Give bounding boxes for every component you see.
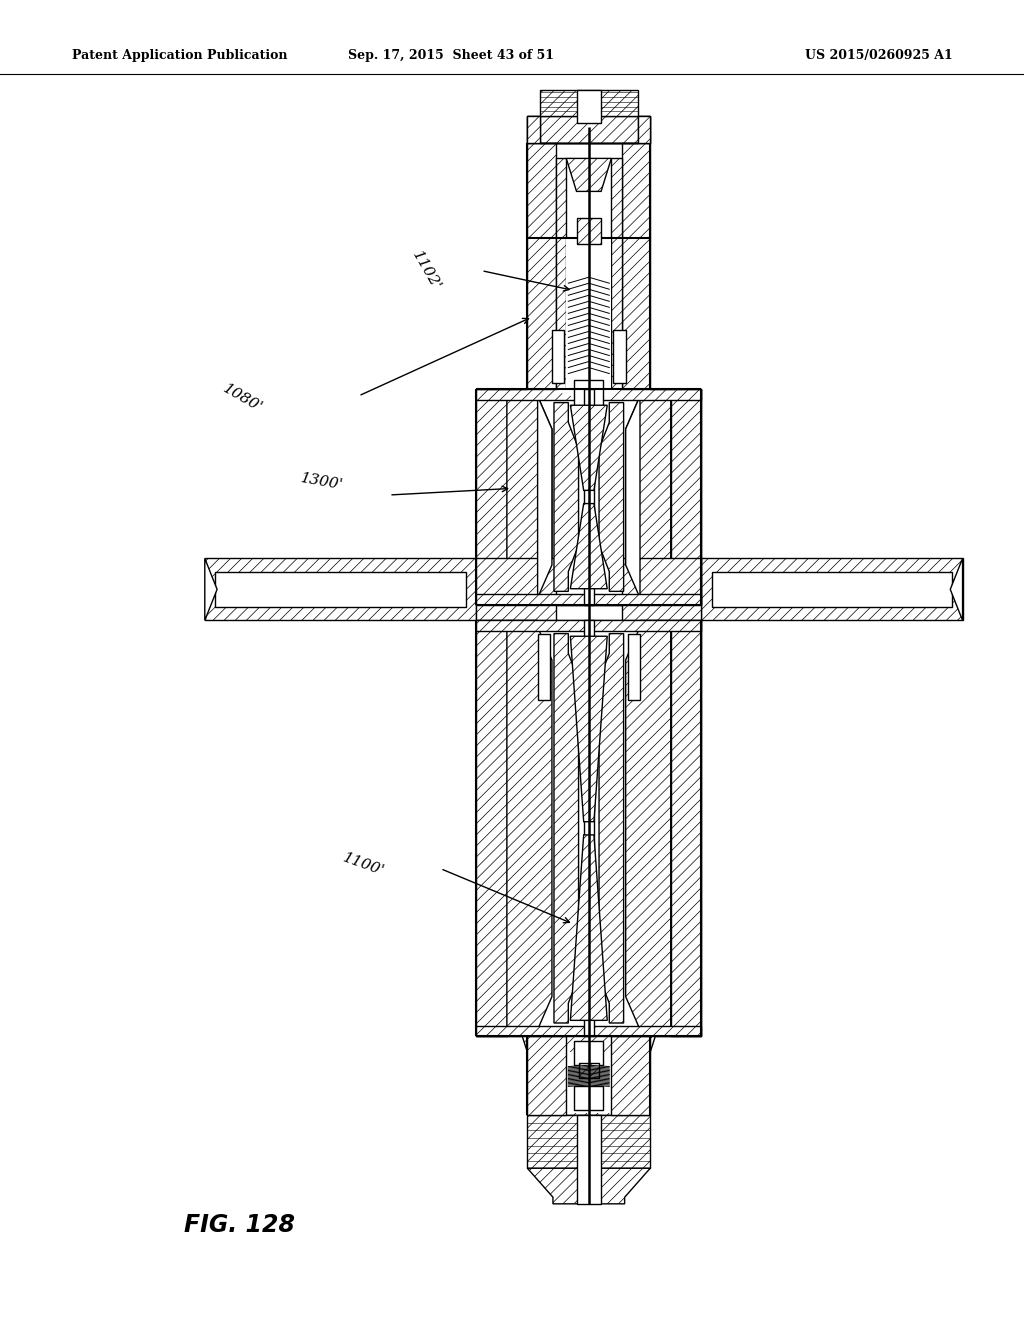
Polygon shape: [538, 396, 552, 598]
Bar: [628, 634, 640, 700]
Polygon shape: [570, 504, 607, 589]
Bar: [476, 594, 701, 605]
Polygon shape: [507, 389, 552, 605]
Bar: [613, 330, 626, 383]
Polygon shape: [527, 116, 650, 143]
Polygon shape: [570, 405, 607, 491]
Bar: [522, 392, 655, 602]
Polygon shape: [626, 620, 671, 1036]
Bar: [622, 558, 701, 620]
Bar: [671, 620, 701, 1036]
Bar: [566, 1052, 611, 1113]
Polygon shape: [507, 620, 552, 1036]
Bar: [712, 572, 952, 607]
Bar: [476, 620, 507, 1036]
Bar: [566, 238, 611, 389]
Bar: [476, 620, 701, 631]
Bar: [579, 1063, 599, 1078]
Bar: [611, 1036, 650, 1115]
Bar: [527, 116, 650, 143]
Bar: [476, 389, 507, 605]
Bar: [622, 143, 650, 389]
Text: Sep. 17, 2015  Sheet 43 of 51: Sep. 17, 2015 Sheet 43 of 51: [347, 49, 554, 62]
Bar: [638, 116, 650, 143]
Polygon shape: [554, 403, 579, 591]
Bar: [574, 1041, 603, 1065]
Polygon shape: [205, 558, 217, 620]
Bar: [527, 143, 556, 389]
Polygon shape: [570, 836, 607, 1020]
Bar: [556, 158, 566, 389]
Polygon shape: [626, 389, 671, 605]
Text: US 2015/0260925 A1: US 2015/0260925 A1: [805, 49, 952, 62]
Bar: [540, 90, 638, 116]
Text: FIG. 128: FIG. 128: [184, 1213, 295, 1237]
Polygon shape: [566, 158, 611, 191]
Bar: [579, 407, 599, 422]
Bar: [476, 389, 701, 400]
Bar: [584, 620, 594, 1036]
Bar: [671, 389, 701, 605]
Bar: [701, 558, 963, 620]
Bar: [476, 558, 556, 620]
Text: 1080': 1080': [220, 381, 264, 416]
Bar: [577, 90, 601, 123]
Bar: [584, 389, 594, 605]
Bar: [611, 158, 622, 389]
Text: Patent Application Publication: Patent Application Publication: [72, 49, 287, 62]
Bar: [574, 380, 603, 409]
Bar: [476, 620, 701, 1036]
Polygon shape: [950, 558, 963, 620]
Polygon shape: [556, 389, 622, 396]
Polygon shape: [522, 1036, 655, 1115]
Bar: [538, 634, 550, 700]
Polygon shape: [599, 634, 624, 1023]
Polygon shape: [626, 396, 640, 598]
Bar: [552, 330, 564, 383]
Polygon shape: [527, 1168, 650, 1204]
Bar: [205, 558, 476, 620]
Bar: [577, 1115, 601, 1204]
Bar: [215, 572, 466, 607]
Bar: [476, 1026, 701, 1036]
Text: 1100': 1100': [341, 850, 386, 879]
Text: 1300': 1300': [299, 471, 344, 492]
Bar: [527, 116, 540, 143]
Bar: [476, 389, 701, 605]
Bar: [522, 623, 655, 1034]
Bar: [215, 572, 466, 607]
Bar: [527, 1115, 650, 1168]
Bar: [577, 218, 601, 244]
Polygon shape: [554, 634, 579, 1023]
Polygon shape: [599, 403, 624, 591]
Polygon shape: [570, 636, 607, 821]
Bar: [527, 1036, 566, 1115]
Bar: [712, 572, 952, 607]
Bar: [574, 1086, 603, 1110]
Text: 1102': 1102': [410, 248, 443, 293]
